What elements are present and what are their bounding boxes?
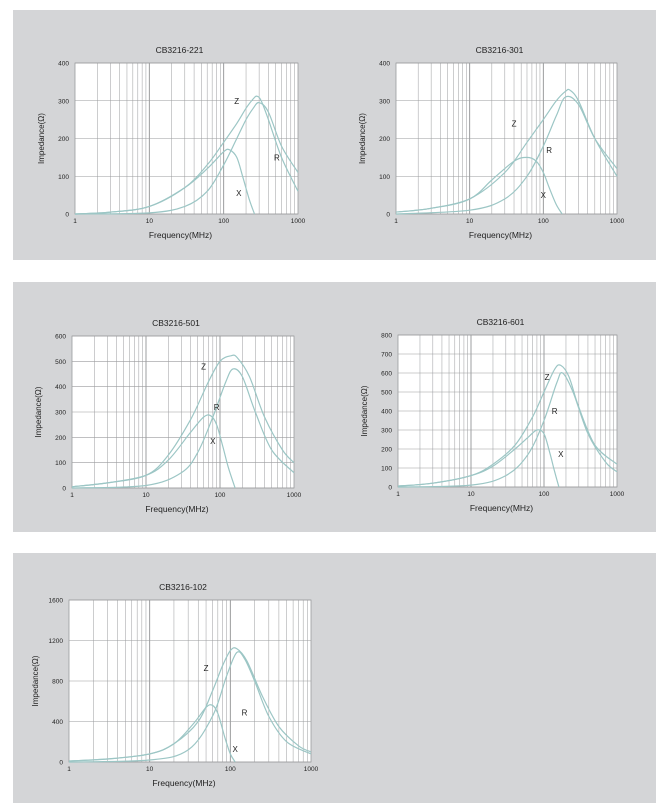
y-tick-label: 400 xyxy=(52,719,63,726)
y-axis-label: Impedance(Ω) xyxy=(37,113,46,164)
y-tick-label: 600 xyxy=(55,334,66,341)
curve-label-r: R xyxy=(552,407,558,416)
y-tick-label: 700 xyxy=(381,352,392,359)
y-tick-label: 300 xyxy=(381,428,392,435)
x-tick-label: 1 xyxy=(73,218,77,225)
y-tick-label: 100 xyxy=(379,174,390,181)
series-line-r xyxy=(397,372,618,488)
curve-label-z: Z xyxy=(201,362,206,371)
y-tick-label: 400 xyxy=(58,61,69,68)
curve-label-x: X xyxy=(236,189,242,198)
series-line-r xyxy=(71,368,295,489)
x-tick-label: 100 xyxy=(215,492,226,499)
y-tick-label: 800 xyxy=(381,333,392,340)
y-tick-label: 0 xyxy=(59,760,63,767)
y-tick-label: 500 xyxy=(55,359,66,366)
chart-4: 0 100 200 300 400 500 600 700 800 1 10 100 1000 CB321… xyxy=(360,317,625,513)
curve-label-z: Z xyxy=(545,373,550,382)
x-tick-label: 1 xyxy=(67,766,71,773)
y-tick-label: 100 xyxy=(381,466,392,473)
x-tick-label: 100 xyxy=(218,218,229,225)
y-axis-label: Impedance(Ω) xyxy=(360,385,369,436)
x-tick-label: 10 xyxy=(142,492,150,499)
x-tick-label: 100 xyxy=(538,218,549,225)
x-tick-label: 1 xyxy=(70,492,74,499)
y-tick-label: 800 xyxy=(52,679,63,686)
series-line-x xyxy=(395,156,563,215)
curve-label-x: X xyxy=(210,437,216,446)
chart-title: CB3216-501 xyxy=(152,318,200,328)
y-tick-label: 200 xyxy=(379,136,390,143)
series-line-r xyxy=(68,651,312,763)
series-line-r xyxy=(74,101,299,215)
y-tick-label: 200 xyxy=(381,447,392,454)
x-tick-label: 1000 xyxy=(287,492,302,499)
curve-label-x: X xyxy=(233,745,239,754)
x-tick-label: 1000 xyxy=(610,218,625,225)
curve-label-r: R xyxy=(242,708,248,717)
y-tick-label: 200 xyxy=(58,136,69,143)
x-tick-label: 1000 xyxy=(304,766,319,773)
curve-label-x: X xyxy=(541,191,547,200)
x-tick-label: 10 xyxy=(146,766,154,773)
y-tick-label: 300 xyxy=(379,98,390,105)
y-tick-label: 0 xyxy=(62,486,66,493)
y-tick-label: 500 xyxy=(381,390,392,397)
curve-label-z: Z xyxy=(204,664,209,673)
y-tick-label: 0 xyxy=(388,485,392,492)
x-tick-label: 100 xyxy=(539,491,550,498)
x-tick-label: 1000 xyxy=(610,491,625,498)
x-tick-label: 10 xyxy=(466,218,474,225)
curve-label-r: R xyxy=(214,403,220,412)
series-line-r xyxy=(395,95,618,215)
y-axis-label: Impedance(Ω) xyxy=(31,655,40,706)
chart-2: 0 100 200 300 400 1 10 100 1000 CB3216-301 Frequen… xyxy=(358,45,625,240)
y-tick-label: 400 xyxy=(379,61,390,68)
x-axis-label: Frequency(MHz) xyxy=(470,503,533,513)
curve-label-z: Z xyxy=(512,119,517,128)
x-tick-label: 1 xyxy=(394,218,398,225)
curve-label-r: R xyxy=(546,146,552,155)
series-line-x xyxy=(68,704,236,763)
series-line-x xyxy=(397,429,560,488)
chart-1: 0 100 200 300 400 1 10 100 1000 CB3216-221 Frequen… xyxy=(37,45,306,240)
x-axis-label: Frequency(MHz) xyxy=(145,504,208,514)
x-tick-label: 1000 xyxy=(291,218,306,225)
x-axis-label: Frequency(MHz) xyxy=(469,230,532,240)
series-line-x xyxy=(71,414,236,489)
chart-title: CB3216-221 xyxy=(156,45,204,55)
y-tick-label: 300 xyxy=(58,98,69,105)
y-tick-label: 0 xyxy=(386,212,390,219)
y-axis-label: Impedance(Ω) xyxy=(358,113,367,164)
curve-label-x: X xyxy=(558,450,564,459)
series-line-x xyxy=(74,148,256,215)
x-tick-label: 10 xyxy=(467,491,475,498)
y-axis-label: Impedance(Ω) xyxy=(34,386,43,437)
y-tick-label: 1600 xyxy=(49,598,64,605)
x-axis-label: Frequency(MHz) xyxy=(152,778,215,788)
x-tick-label: 1 xyxy=(396,491,400,498)
y-tick-label: 400 xyxy=(381,409,392,416)
y-tick-label: 200 xyxy=(55,435,66,442)
x-tick-label: 10 xyxy=(146,218,154,225)
curve-label-r: R xyxy=(274,153,280,162)
chart-title: CB3216-301 xyxy=(476,45,524,55)
y-tick-label: 0 xyxy=(65,212,69,219)
chart-title: CB3216-601 xyxy=(477,317,525,327)
x-tick-label: 100 xyxy=(225,766,236,773)
chart-5: 0 400 800 1200 1600 1 10 100 1000 CB3216-102 Frequ… xyxy=(31,582,319,788)
y-tick-label: 600 xyxy=(381,371,392,378)
curve-label-z: Z xyxy=(234,97,239,106)
y-tick-label: 100 xyxy=(58,174,69,181)
y-tick-label: 400 xyxy=(55,384,66,391)
y-tick-label: 100 xyxy=(55,460,66,467)
y-tick-label: 1200 xyxy=(49,638,64,645)
chart-title: CB3216-102 xyxy=(159,582,207,592)
x-axis-label: Frequency(MHz) xyxy=(149,230,212,240)
y-tick-label: 300 xyxy=(55,410,66,417)
chart-3: 0 100 200 300 400 500 600 1 10 100 1000 CB3216-501 F… xyxy=(34,318,302,514)
